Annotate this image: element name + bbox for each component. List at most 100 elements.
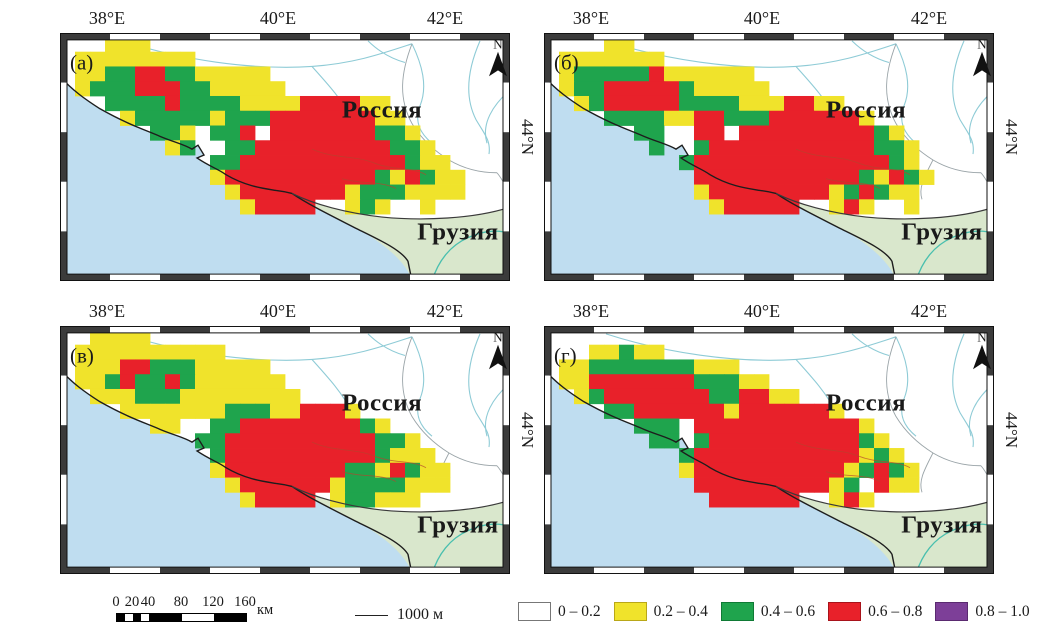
grid-cell bbox=[694, 110, 710, 126]
grid-cell bbox=[195, 359, 211, 375]
map-canvas: (а) Россия Грузия N bbox=[60, 33, 510, 281]
grid-cell bbox=[769, 110, 785, 126]
north-arrow-icon bbox=[489, 51, 507, 77]
grid-cell bbox=[345, 184, 361, 200]
grid-cell bbox=[300, 169, 316, 185]
grid-cell bbox=[859, 155, 875, 171]
grid-cell bbox=[360, 140, 376, 156]
grid-cell bbox=[360, 184, 376, 200]
grid-cell bbox=[75, 81, 91, 97]
grid-cell bbox=[694, 95, 710, 112]
grid-cell bbox=[559, 81, 575, 97]
label-russia: Россия bbox=[826, 390, 906, 417]
grid-cell bbox=[255, 492, 271, 508]
grid-cell bbox=[375, 199, 391, 215]
grid-cell bbox=[709, 95, 725, 112]
grid-cell bbox=[649, 66, 665, 82]
grid-cell bbox=[679, 388, 695, 405]
grid-cell bbox=[105, 95, 121, 112]
grid-cell bbox=[405, 433, 421, 449]
grid-cell bbox=[390, 462, 406, 478]
grid-cell bbox=[634, 51, 650, 67]
grid-cell bbox=[210, 344, 226, 360]
elevation-contour-line bbox=[795, 441, 911, 469]
grid-cell bbox=[829, 95, 845, 112]
grid-cell bbox=[285, 140, 301, 156]
legend-item: 0.6 – 0.8 bbox=[828, 602, 922, 621]
grid-cell bbox=[285, 125, 301, 141]
grid-cell bbox=[604, 403, 620, 419]
grid-cell bbox=[240, 140, 256, 156]
grid-cell bbox=[634, 110, 650, 126]
grid-cell bbox=[784, 95, 800, 112]
grid-cell bbox=[225, 462, 241, 478]
grid-cell bbox=[435, 155, 451, 171]
grid-cell bbox=[270, 462, 286, 478]
color-legend: 0 – 0.2 0.2 – 0.4 0.4 – 0.6 0.6 – 0.8 0.8 – … bbox=[518, 602, 1030, 621]
grid-cell bbox=[75, 344, 91, 360]
grid-cell bbox=[210, 433, 226, 449]
river-line bbox=[367, 333, 406, 357]
grid-cell bbox=[754, 184, 770, 200]
grid-cell bbox=[300, 199, 316, 215]
scale-bar-segment bbox=[117, 614, 125, 621]
grid-cell bbox=[844, 110, 860, 126]
grid-cell bbox=[589, 51, 605, 67]
grid-cell bbox=[270, 433, 286, 449]
grid-cell bbox=[574, 359, 590, 375]
grid-cell bbox=[574, 66, 590, 82]
grid-cell bbox=[330, 140, 346, 156]
grid-cell bbox=[829, 403, 845, 419]
grid-cell bbox=[859, 184, 875, 200]
scale-bar-segments bbox=[116, 613, 247, 622]
grid-cell bbox=[739, 418, 755, 434]
grid-cell bbox=[844, 155, 860, 171]
grid-cell bbox=[709, 169, 725, 185]
grid-cell bbox=[105, 359, 121, 375]
grid-cell bbox=[799, 125, 815, 141]
grid-cell bbox=[694, 374, 710, 390]
grid-cell bbox=[420, 169, 436, 185]
grid-cell bbox=[784, 448, 800, 464]
grid-cell bbox=[739, 169, 755, 185]
grid-cell bbox=[724, 184, 740, 200]
map-frame bbox=[544, 33, 994, 281]
grid-cell bbox=[300, 403, 316, 419]
grid-cell bbox=[300, 418, 316, 434]
grid-cell bbox=[694, 140, 710, 156]
grid-cell bbox=[829, 418, 845, 434]
lon-tick-label: 40°E bbox=[259, 8, 297, 28]
panel-label: (а) bbox=[70, 51, 93, 75]
grid-cell bbox=[375, 448, 391, 464]
grid-cell bbox=[405, 462, 421, 478]
grid-cell bbox=[634, 374, 650, 390]
grid-cell bbox=[210, 125, 226, 141]
grid-cell bbox=[769, 140, 785, 156]
grid-cell bbox=[634, 388, 650, 405]
grid-cell bbox=[709, 433, 725, 449]
grid-cell bbox=[360, 433, 376, 449]
grid-cell bbox=[649, 81, 665, 97]
river-line bbox=[851, 40, 890, 64]
legend-swatch bbox=[613, 602, 647, 621]
river-line bbox=[851, 333, 890, 357]
grid-cell bbox=[270, 199, 286, 215]
grid-cell bbox=[739, 374, 755, 390]
grid-cell bbox=[255, 140, 271, 156]
grid-cell bbox=[225, 403, 241, 419]
map-panel-v: 38°E 40°E 42°E (в) Россия Грузия N 44°N bbox=[60, 301, 537, 574]
north-arrow-icon bbox=[973, 51, 991, 77]
grid-cell bbox=[120, 359, 136, 375]
grid-cell bbox=[649, 388, 665, 405]
grid-cell bbox=[150, 95, 166, 112]
grid-cell bbox=[225, 125, 241, 141]
grid-cell bbox=[754, 374, 770, 390]
grid-cell bbox=[120, 403, 136, 419]
grid-cell bbox=[105, 36, 121, 53]
grid-cell bbox=[769, 199, 785, 215]
scale-tick-label: 160 bbox=[234, 594, 256, 610]
grid-cell bbox=[619, 51, 635, 67]
grid-cell bbox=[315, 403, 331, 419]
grid-cell bbox=[165, 51, 181, 67]
grid-cell bbox=[859, 448, 875, 464]
